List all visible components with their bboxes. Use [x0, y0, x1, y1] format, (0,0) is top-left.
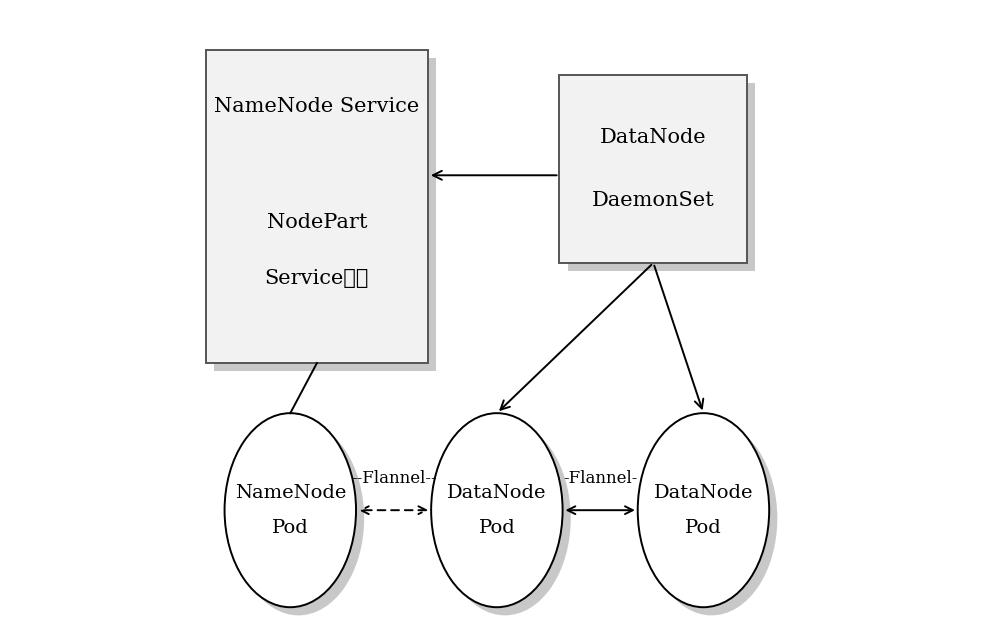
Text: Pod: Pod — [478, 519, 515, 536]
Text: DataNode: DataNode — [654, 484, 753, 501]
Ellipse shape — [431, 413, 563, 607]
Ellipse shape — [638, 413, 769, 607]
Ellipse shape — [233, 421, 364, 615]
FancyBboxPatch shape — [559, 75, 747, 263]
FancyBboxPatch shape — [206, 50, 428, 363]
Ellipse shape — [225, 413, 356, 607]
Ellipse shape — [646, 421, 777, 615]
Text: DaemonSet: DaemonSet — [592, 192, 715, 210]
Text: Pod: Pod — [685, 519, 722, 536]
Text: Pod: Pod — [272, 519, 309, 536]
Text: NameNode: NameNode — [235, 484, 346, 501]
Text: NodePart: NodePart — [267, 213, 367, 232]
Text: DataNode: DataNode — [447, 484, 547, 501]
Text: Service类型: Service类型 — [265, 269, 369, 288]
Ellipse shape — [439, 421, 571, 615]
Text: --Flannel--: --Flannel-- — [351, 470, 436, 488]
Text: NameNode Service: NameNode Service — [214, 97, 420, 116]
Text: -Flannel-: -Flannel- — [563, 470, 637, 488]
FancyBboxPatch shape — [568, 83, 755, 271]
Text: DataNode: DataNode — [600, 128, 707, 146]
FancyBboxPatch shape — [214, 58, 436, 371]
